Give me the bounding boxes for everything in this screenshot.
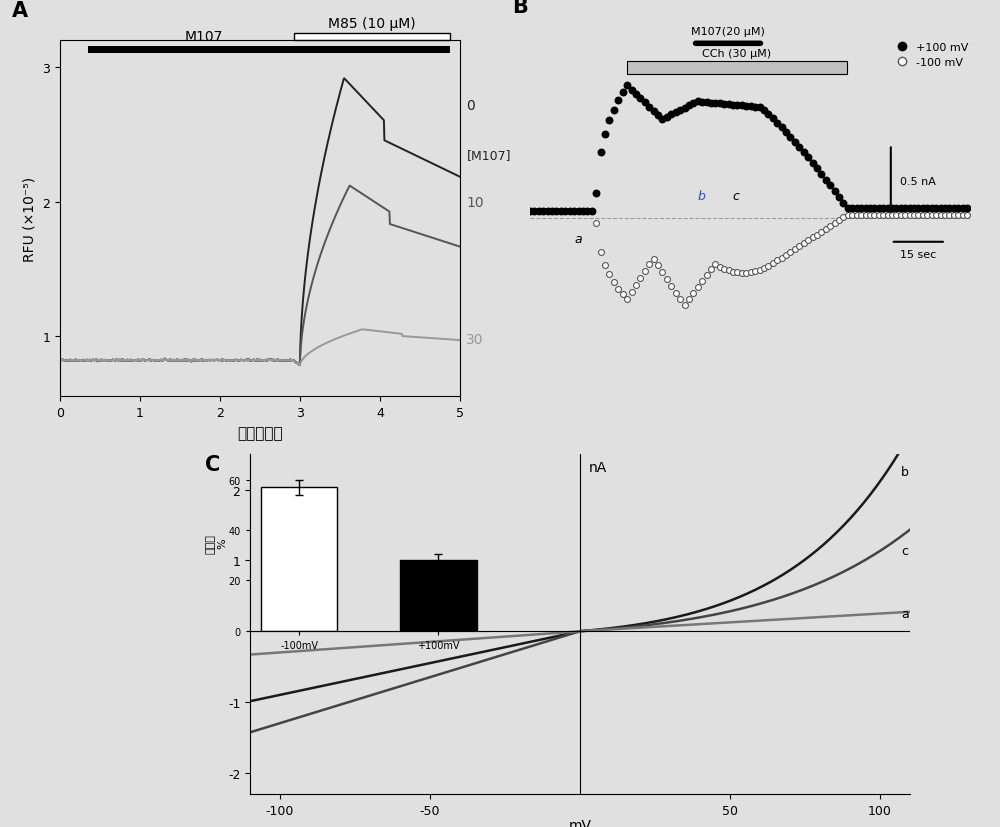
Text: C: C (205, 455, 220, 475)
Point (742, 213, 758, 226)
Text: 10: 10 (466, 195, 484, 209)
Point (862, 213, 878, 226)
Point (822, 213, 838, 226)
Text: b: b (697, 189, 705, 203)
Text: a: a (574, 232, 582, 246)
Legend: +100 mV, -100 mV: +100 mV, -100 mV (886, 38, 973, 73)
Text: nA: nA (589, 461, 607, 475)
Y-axis label: RFU (×10⁻⁵): RFU (×10⁻⁵) (23, 177, 37, 261)
Bar (294, 34, 450, 41)
Text: [M107]: [M107] (466, 149, 511, 162)
Text: b: b (901, 465, 909, 478)
Text: c: c (901, 545, 908, 557)
Text: A: A (12, 1, 28, 22)
Point (903, 213, 919, 226)
Text: CCh (30 μM): CCh (30 μM) (702, 49, 771, 59)
Point (742, 213, 758, 226)
Point (983, 213, 999, 226)
Text: 0: 0 (466, 98, 475, 112)
Bar (627, 62, 847, 75)
Text: M107: M107 (185, 30, 223, 44)
X-axis label: 时间（分）: 时间（分） (237, 425, 283, 440)
Point (943, 213, 959, 226)
Text: 0.5 nA: 0.5 nA (900, 177, 935, 187)
Point (903, 213, 919, 226)
Bar (88, 47, 450, 54)
Text: 15 sec: 15 sec (900, 250, 936, 260)
Point (943, 213, 959, 226)
Point (822, 213, 838, 226)
Point (782, 213, 798, 226)
Point (862, 213, 878, 226)
Text: M107(20 μM): M107(20 μM) (691, 26, 765, 36)
Text: 30: 30 (466, 332, 484, 347)
Point (782, 213, 798, 226)
Text: M85 (10 μM): M85 (10 μM) (328, 17, 416, 31)
Text: c: c (732, 189, 739, 203)
X-axis label: mV: mV (568, 818, 592, 827)
Text: B: B (512, 0, 528, 17)
Point (983, 213, 999, 226)
Text: a: a (901, 607, 909, 620)
